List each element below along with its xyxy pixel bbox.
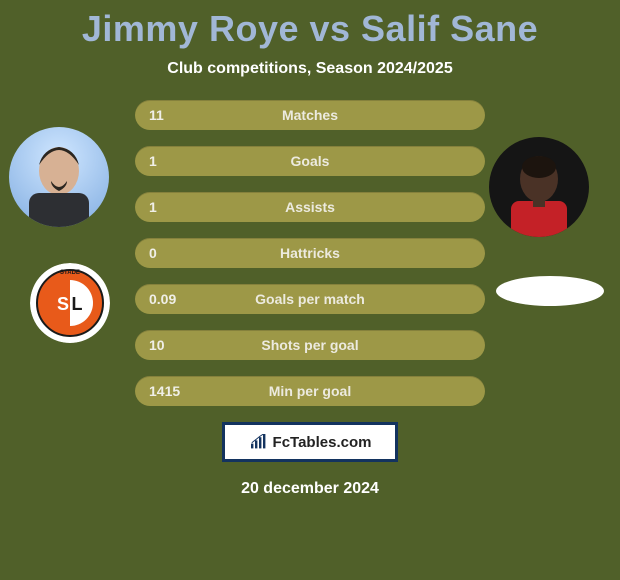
stat-row: 0Hattricks xyxy=(135,238,485,268)
stat-label: Min per goal xyxy=(135,376,485,406)
club-badge-icon: STADE S L xyxy=(30,263,110,343)
svg-text:L: L xyxy=(72,294,83,314)
stat-row: 1Assists xyxy=(135,192,485,222)
brand-badge: FcTables.com xyxy=(222,422,398,462)
stat-label: Assists xyxy=(135,192,485,222)
stat-label: Matches xyxy=(135,100,485,130)
card-date: 20 december 2024 xyxy=(0,480,620,498)
stat-left-value: 11 xyxy=(149,100,164,130)
brand-label: FcTables.com xyxy=(273,434,372,451)
player-left-avatar xyxy=(9,127,109,227)
page-title: Jimmy Roye vs Salif Sane xyxy=(0,8,620,50)
svg-text:S: S xyxy=(57,294,69,314)
stat-left-value: 1 xyxy=(149,192,157,222)
stat-row: 1Goals xyxy=(135,146,485,176)
stat-label: Goals per match xyxy=(135,284,485,314)
stat-label: Goals xyxy=(135,146,485,176)
stat-left-value: 1415 xyxy=(149,376,180,406)
stat-left-value: 10 xyxy=(149,330,165,360)
player-right-avatar xyxy=(489,137,589,237)
avatar-placeholder-icon xyxy=(9,127,109,227)
player-right-club-placeholder xyxy=(496,276,604,306)
stat-left-value: 0 xyxy=(149,238,157,268)
avatar-placeholder-icon xyxy=(489,137,589,237)
comparison-card: Jimmy Roye vs Salif Sane Club competitio… xyxy=(0,0,620,580)
stat-left-value: 1 xyxy=(149,146,157,176)
player-left-club-badge: STADE S L xyxy=(30,263,110,343)
stat-row: 10Shots per goal xyxy=(135,330,485,360)
stat-row: 1415Min per goal xyxy=(135,376,485,406)
stat-row: 0.09Goals per match xyxy=(135,284,485,314)
stat-label: Hattricks xyxy=(135,238,485,268)
stat-label: Shots per goal xyxy=(135,330,485,360)
bar-chart-icon xyxy=(249,434,269,450)
stat-row: 11Matches xyxy=(135,100,485,130)
stats-list: 11Matches1Goals1Assists0Hattricks0.09Goa… xyxy=(135,100,485,406)
page-subtitle: Club competitions, Season 2024/2025 xyxy=(0,60,620,78)
svg-text:STADE: STADE xyxy=(60,270,80,276)
stat-left-value: 0.09 xyxy=(149,284,176,314)
